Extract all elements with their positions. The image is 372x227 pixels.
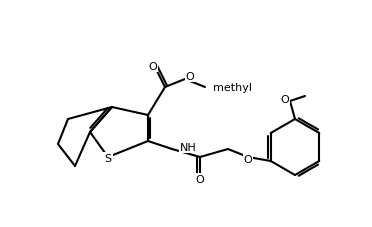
Text: O: O [149,62,157,72]
Text: O: O [244,154,252,164]
Text: O: O [196,174,204,184]
Text: O: O [186,72,195,82]
Text: O: O [280,95,289,105]
Text: methyl: methyl [213,83,252,93]
Text: S: S [105,153,112,163]
Text: NH: NH [180,142,197,152]
